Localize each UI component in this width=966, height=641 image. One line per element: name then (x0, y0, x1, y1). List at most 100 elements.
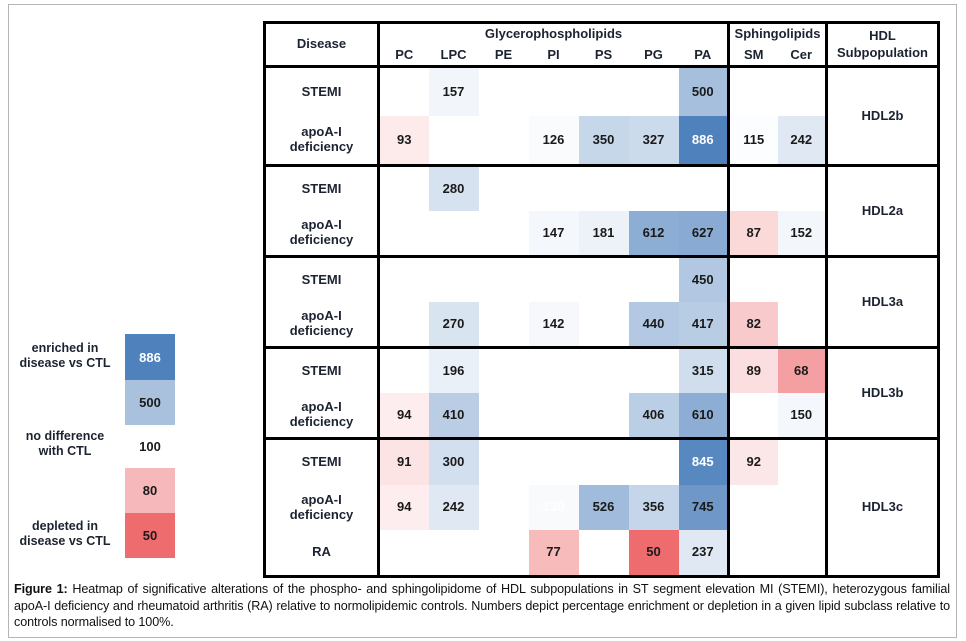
heatmap-cell (379, 530, 429, 577)
heatmap-cell (379, 257, 429, 303)
heatmap-cell: 270 (428, 302, 479, 348)
disease-label: apoA-I deficiency (264, 302, 380, 348)
disease-label: STEMI (264, 165, 380, 211)
legend-label-line: depleted in (32, 519, 98, 533)
table-row: apoA-I deficiency 147 181 612 627 87 152 (264, 211, 939, 257)
column-header-pc: PC (395, 46, 414, 62)
column-header-pg: PG (644, 46, 663, 62)
heatmap-table: Disease Glycerophospholipids Sphingolipi… (263, 21, 940, 578)
heatmap-cell: 92 (728, 438, 778, 485)
disease-label: STEMI (264, 256, 380, 302)
heatmap-header: Disease Glycerophospholipids Sphingolipi… (264, 22, 939, 67)
heatmap-cell (729, 257, 778, 303)
legend-swatch-886: 886 (125, 334, 175, 380)
heatmap-cell (777, 485, 828, 530)
heatmap-cell (777, 66, 828, 116)
disease-column-header: Disease (264, 22, 380, 67)
hdl-header-line1: HDL (869, 28, 896, 44)
sphingolipids-group-header: Sphingolipids (728, 22, 828, 45)
heatmap-cell (529, 166, 579, 212)
heatmap-cell: 886 (678, 116, 730, 166)
heatmap-cell: 150 (777, 393, 828, 439)
legend-swatch-50: 50 (125, 513, 175, 558)
heatmap-cell (529, 257, 579, 303)
heatmap-cell (529, 393, 579, 439)
heatmap-cell: 237 (678, 530, 730, 577)
heatmap-cell: 417 (678, 302, 730, 348)
heatmap-cell (479, 166, 529, 212)
heatmap-cell (479, 348, 529, 394)
heatmap-cell (629, 166, 679, 212)
disease-label: STEMI (264, 66, 380, 116)
heatmap-cell (678, 165, 730, 211)
heatmap-cell (579, 67, 629, 117)
heatmap-cell: 300 (428, 438, 479, 485)
heatmap-cell: 500 (678, 66, 730, 116)
heatmap-cell (379, 166, 429, 212)
heatmap-cell (777, 530, 828, 577)
legend-label-line: disease vs CTL (19, 356, 111, 370)
hdl-subpopulation-column-header: HDL Subpopulation (827, 23, 939, 67)
heatmap-cell: 147 (528, 211, 579, 257)
heatmap-cell (379, 348, 429, 394)
legend-label-nodifference: no difference with CTL (10, 429, 120, 459)
heatmap-cell: 93 (378, 116, 429, 166)
heatmap-cell (579, 302, 629, 348)
subpopulation-group-hdl2b: STEMI 157 500 HDL2b apoA-I deficiency 93 126 350… (264, 66, 939, 166)
heatmap-cell (379, 211, 429, 257)
heatmap-cell: 280 (428, 165, 479, 211)
heatmap-cell: 242 (777, 116, 828, 166)
heatmap-cell (529, 348, 579, 394)
heatmap-cell: 115 (728, 116, 778, 166)
heatmap-cell: 845 (678, 438, 730, 485)
heatmap-cell (629, 67, 679, 117)
heatmap-cell: 350 (578, 116, 629, 166)
legend-label-enriched: enriched in disease vs CTL (10, 341, 120, 371)
heatmap-cell (479, 67, 529, 117)
table-row: STEMI 450 HDL3a (264, 256, 939, 309)
legend-label-line: with CTL (38, 444, 92, 458)
column-header-pa: PA (678, 45, 730, 67)
table-row: STEMI 280 HDL2a (264, 165, 939, 218)
column-header-sm: SM (744, 46, 764, 62)
heatmap-cell: 89 (728, 347, 778, 393)
column-header-cer: Cer (777, 45, 828, 67)
column-header-ps: PS (594, 46, 613, 62)
heatmap-cell (379, 67, 429, 117)
subpopulation-group-hdl3b: STEMI 196 315 89 68 HDL3b apoA-I deficiency 94 41… (264, 347, 939, 439)
heatmap-cell: 94 (378, 393, 429, 439)
heatmap-cell: 612 (628, 211, 679, 257)
heatmap-cell (629, 439, 679, 486)
heatmap-cell (729, 485, 778, 530)
glycerophospholipids-group-header: Glycerophospholipids (378, 22, 730, 45)
disease-label: RA (264, 530, 380, 577)
heatmap-cell: 181 (578, 211, 629, 257)
heatmap-cell (579, 393, 629, 439)
heatmap-cell: 91 (378, 438, 429, 485)
heatmap-cell: 745 (678, 485, 730, 530)
heatmap-cell: 152 (777, 211, 828, 257)
figure-caption-text: Heatmap of significative alterations of … (14, 582, 950, 629)
heatmap-cell: 356 (628, 485, 679, 530)
heatmap-cell (729, 530, 778, 577)
heatmap-cell (479, 302, 529, 348)
heatmap-cell (579, 257, 629, 303)
heatmap-cell (479, 530, 529, 577)
heatmap-cell (777, 438, 828, 485)
heatmap-cell (479, 393, 529, 439)
heatmap-cell: 68 (777, 347, 828, 393)
table-row: STEMI 91 300 845 92 HDL3c (264, 438, 939, 514)
heatmap-cell: 406 (628, 393, 679, 439)
heatmap-cell (379, 302, 429, 348)
table-row: STEMI 196 315 89 68 HDL3b (264, 347, 939, 400)
heatmap-cell (429, 530, 479, 577)
subpopulation-group-hdl3a: STEMI 450 HDL3a apoA-I deficiency 270 142 440 41… (264, 256, 939, 348)
subpopulation-group-hdl3c: STEMI 91 300 845 92 HDL3c apoA-I deficiency 94 24… (264, 438, 939, 577)
disease-label: STEMI (264, 347, 380, 393)
disease-label: apoA-I deficiency (264, 116, 380, 166)
heatmap-cell (479, 257, 529, 303)
heatmap-cell (579, 348, 629, 394)
heatmap-cell: 315 (678, 347, 730, 393)
legend-label-line: enriched in (31, 341, 99, 355)
